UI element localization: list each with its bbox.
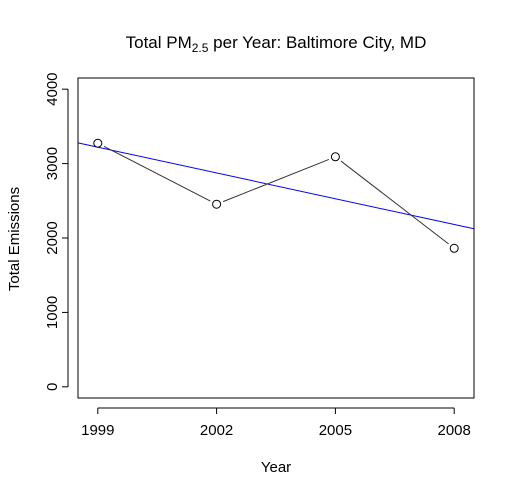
trend-line <box>77 142 475 230</box>
y-tick-label: 3000 <box>44 147 61 180</box>
data-point <box>449 243 459 253</box>
data-point <box>330 152 340 162</box>
data-point <box>212 199 222 209</box>
chart-title-subscript: 2.5 <box>192 41 209 55</box>
y-tick-label: 1000 <box>44 296 61 329</box>
series-group <box>93 138 459 253</box>
series-segment <box>222 158 330 203</box>
y-tick-label: 4000 <box>44 72 61 105</box>
y-axis-label: Total Emissions <box>6 187 23 291</box>
series-segment <box>340 160 449 245</box>
x-tick-label: 2002 <box>200 422 233 439</box>
x-tick-label: 1999 <box>81 422 114 439</box>
chart-title-suffix: per Year: Baltimore City, MD <box>208 33 426 52</box>
x-axis-label: Year <box>261 459 291 476</box>
chart-title-prefix: Total PM <box>126 33 192 52</box>
y-axis: 0 1000 2000 3000 4000 <box>44 72 69 391</box>
chart-title: Total PM2.5 per Year: Baltimore City, MD <box>126 33 427 55</box>
plot-frame <box>77 77 475 399</box>
y-tick-label: 2000 <box>44 221 61 254</box>
data-point <box>93 138 103 148</box>
x-tick-label: 2008 <box>438 422 471 439</box>
x-axis: 1999 2002 2005 2008 <box>81 407 471 439</box>
trend-line-group <box>77 142 475 230</box>
series-segment <box>103 145 211 202</box>
y-tick-label: 0 <box>44 383 61 391</box>
x-tick-label: 2005 <box>319 422 352 439</box>
